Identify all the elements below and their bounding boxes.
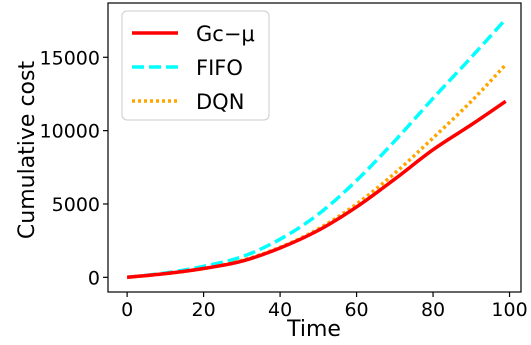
x-tick-label: 0	[121, 299, 133, 321]
legend-label-0: Gc−μ	[196, 22, 255, 46]
x-axis-ticks: 0 20 40 60 80 100	[121, 292, 528, 321]
x-tick-label: 80	[421, 299, 445, 321]
legend: Gc−μ FIFO DQN	[121, 10, 270, 121]
x-axis-label: Time	[286, 317, 341, 342]
x-tick-label: 60	[344, 299, 368, 321]
series-lines	[126, 17, 507, 280]
legend-box	[121, 10, 270, 121]
plot-frame	[107, 2, 522, 293]
series-line-1	[126, 17, 507, 280]
y-tick-label: 15000	[40, 47, 100, 69]
y-tick-label: 10000	[40, 121, 100, 143]
x-tick-label: 20	[192, 299, 216, 321]
y-axis-label: Cumulative cost	[15, 61, 40, 240]
y-tick-label: 0	[88, 267, 100, 289]
x-tick-label: 100	[491, 299, 527, 321]
legend-label-1: FIFO	[196, 56, 243, 80]
x-tick-label: 40	[268, 299, 292, 321]
series-line-0	[126, 99, 507, 280]
plot-area-border	[107, 2, 522, 293]
legend-label-2: DQN	[196, 90, 244, 114]
y-axis-ticks: 0 5000 10000 15000	[40, 47, 108, 289]
y-tick-label: 5000	[52, 194, 100, 216]
